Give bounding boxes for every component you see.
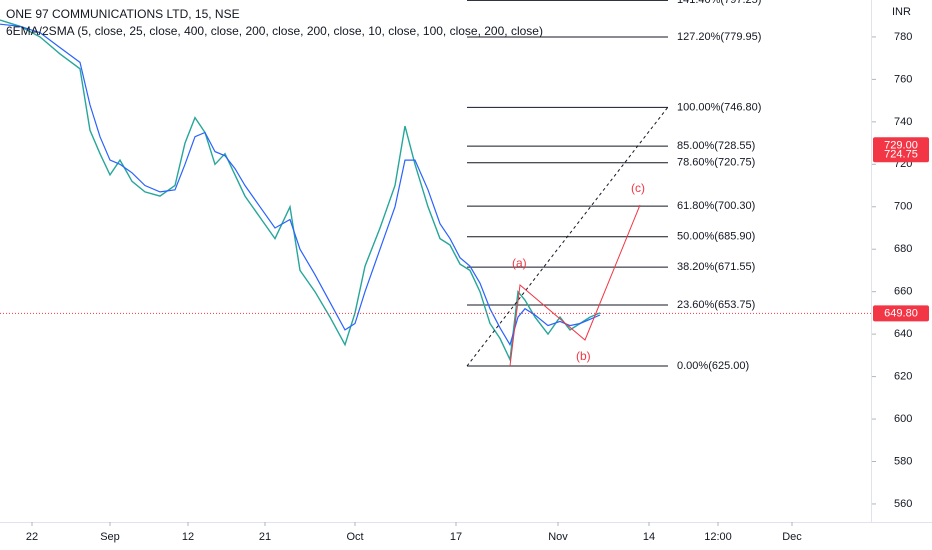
x-tick-label: 14 bbox=[643, 531, 655, 543]
fib-label: 0.00%(625.00) bbox=[677, 360, 749, 372]
price-tag-label: 649.80 bbox=[884, 308, 918, 320]
price-tag-label: 729.00 bbox=[884, 140, 918, 152]
y-tick-label: 620 bbox=[894, 370, 912, 382]
chart-title: ONE 97 COMMUNICATIONS LTD, 15, NSE bbox=[6, 7, 240, 21]
fib-label: 61.80%(700.30) bbox=[677, 200, 755, 212]
y-tick-label: 760 bbox=[894, 73, 912, 85]
y-tick-label: 740 bbox=[894, 116, 912, 128]
fib-label: 50.00%(685.90) bbox=[677, 231, 755, 243]
y-tick-label: 700 bbox=[894, 201, 912, 213]
fib-label: 78.60%(720.75) bbox=[677, 157, 755, 169]
y-tick-label: 580 bbox=[894, 455, 912, 467]
x-tick-label: Dec bbox=[782, 531, 802, 543]
fib-label: 23.60%(653.75) bbox=[677, 299, 755, 311]
fib-label: 100.00%(746.80) bbox=[677, 101, 761, 113]
x-tick-label: 12 bbox=[182, 531, 194, 543]
currency-label: INR bbox=[892, 6, 911, 18]
price-tag bbox=[873, 146, 929, 163]
y-tick-label: 640 bbox=[894, 328, 912, 340]
y-tick-label: 680 bbox=[894, 243, 912, 255]
y-tick-label: 660 bbox=[894, 286, 912, 298]
y-tick-label: 780 bbox=[894, 31, 912, 43]
y-tick-label: 560 bbox=[894, 498, 912, 510]
fib-label: 85.00%(728.55) bbox=[677, 140, 755, 152]
fib-trend-line bbox=[466, 106, 669, 367]
wave-label: (c) bbox=[631, 181, 645, 195]
wave-lines bbox=[509, 204, 641, 367]
fib-label: 38.20%(671.55) bbox=[677, 261, 755, 273]
x-tick-label: 12:00 bbox=[704, 531, 732, 543]
x-tick-label: 21 bbox=[259, 531, 271, 543]
chart-subtitle: 6EMA/2SMA (5, close, 25, close, 400, clo… bbox=[6, 24, 543, 38]
wave-label: (a) bbox=[512, 256, 527, 270]
wave-label: (b) bbox=[576, 349, 591, 363]
y-tick-label: 600 bbox=[894, 413, 912, 425]
x-tick-label: Sep bbox=[100, 531, 120, 543]
x-tick-label: Oct bbox=[346, 531, 363, 543]
fib-label: 127.20%(779.95) bbox=[677, 31, 761, 43]
fib-label: 141.40%(797.25) bbox=[677, 0, 761, 6]
x-tick-label: Nov bbox=[548, 531, 568, 543]
x-tick-label: 17 bbox=[450, 531, 462, 543]
x-tick-label: 22 bbox=[26, 531, 38, 543]
price-tag bbox=[873, 305, 929, 322]
price-tag-label: 724.75 bbox=[884, 149, 918, 161]
